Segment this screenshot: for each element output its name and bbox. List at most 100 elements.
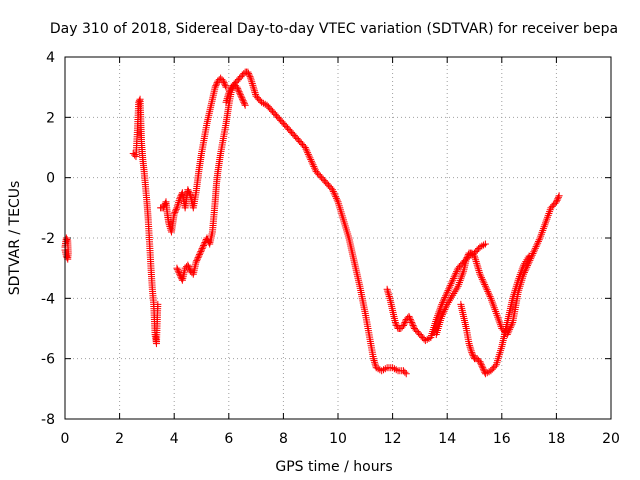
data-point: [407, 317, 415, 325]
data-point: [521, 259, 529, 267]
data-point: [185, 187, 193, 195]
data-point: [448, 293, 456, 301]
y-tick-label: -2: [41, 231, 55, 247]
data-point: [534, 239, 542, 247]
data-point: [533, 241, 541, 249]
data-point: [452, 269, 460, 277]
data-point: [185, 263, 193, 271]
data-point: [307, 157, 315, 165]
data-point: [251, 89, 259, 97]
data-point: [481, 281, 489, 289]
data-point: [246, 73, 254, 81]
data-point: [245, 71, 253, 79]
data-point: [258, 98, 266, 106]
data-point: [236, 89, 244, 97]
x-tick-label: 14: [438, 431, 456, 447]
data-point: [451, 271, 459, 279]
data-point: [381, 365, 389, 373]
data-point: [247, 76, 255, 84]
data-point: [305, 152, 313, 160]
data-point: [439, 311, 447, 319]
data-point: [408, 320, 416, 328]
data-point: [446, 281, 454, 289]
axis-ticks: [64, 56, 612, 420]
y-axis-label: SDTVAR / TECUs: [7, 181, 23, 296]
data-point: [480, 241, 488, 249]
data-point: [474, 263, 482, 271]
data-point: [330, 189, 338, 197]
data-point: [221, 82, 229, 90]
x-tick-label: 6: [224, 431, 233, 447]
data-point: [475, 267, 483, 275]
data-point: [384, 289, 392, 297]
data-point: [409, 321, 417, 329]
data-point: [467, 347, 475, 355]
data-point: [238, 94, 246, 102]
y-tick-label: -4: [41, 291, 55, 307]
data-point: [199, 243, 207, 251]
data-point: [369, 355, 377, 363]
data-point: [235, 88, 243, 96]
data-point: [528, 251, 536, 259]
data-points: [61, 68, 563, 378]
data-point: [198, 245, 206, 253]
data-point: [423, 336, 431, 344]
x-tick-label: 20: [602, 431, 620, 447]
data-point: [478, 274, 486, 282]
data-point: [193, 257, 201, 265]
data-point: [192, 258, 200, 266]
data-point: [331, 191, 339, 199]
grid-lines: [65, 57, 611, 419]
data-point: [450, 273, 458, 281]
data-point: [478, 275, 486, 283]
data-point: [506, 325, 514, 333]
data-point: [131, 151, 139, 159]
data-point: [535, 236, 543, 244]
data-point: [224, 91, 232, 99]
data-point: [378, 367, 386, 375]
data-point: [525, 252, 533, 260]
data-point: [442, 302, 450, 310]
data-point: [467, 345, 475, 353]
x-tick-label: 10: [329, 431, 347, 447]
data-point: [198, 246, 205, 254]
data-point: [175, 198, 183, 206]
data-point: [420, 335, 428, 343]
data-point: [452, 286, 460, 294]
data-point: [304, 150, 312, 158]
data-point: [476, 270, 484, 278]
data-point: [173, 264, 181, 272]
data-point: [483, 286, 491, 294]
data-point: [380, 366, 387, 374]
data-point: [250, 85, 258, 93]
data-point: [234, 86, 242, 94]
data-point: [310, 162, 318, 170]
data-point: [384, 287, 392, 295]
data-point: [450, 290, 458, 298]
data-point: [506, 324, 514, 332]
data-point: [307, 156, 315, 164]
data-point: [186, 190, 194, 198]
data-point: [441, 306, 449, 314]
data-point: [475, 268, 483, 276]
data-point: [211, 83, 219, 91]
data-point: [481, 370, 489, 378]
data-point: [451, 288, 459, 296]
x-tick-label: 8: [279, 431, 288, 447]
data-point: [443, 300, 451, 308]
data-point: [466, 341, 474, 349]
data-point: [194, 254, 202, 262]
data-point: [447, 280, 455, 288]
data-point: [193, 255, 201, 263]
data-point: [237, 92, 245, 100]
data-point: [482, 284, 490, 292]
data-point: [553, 196, 561, 204]
data-point: [449, 276, 457, 284]
x-tick-label: 0: [61, 431, 70, 447]
data-point: [440, 307, 448, 315]
data-point: [442, 304, 450, 312]
data-point: [471, 252, 478, 260]
data-point: [445, 285, 453, 293]
data-point: [401, 318, 409, 326]
